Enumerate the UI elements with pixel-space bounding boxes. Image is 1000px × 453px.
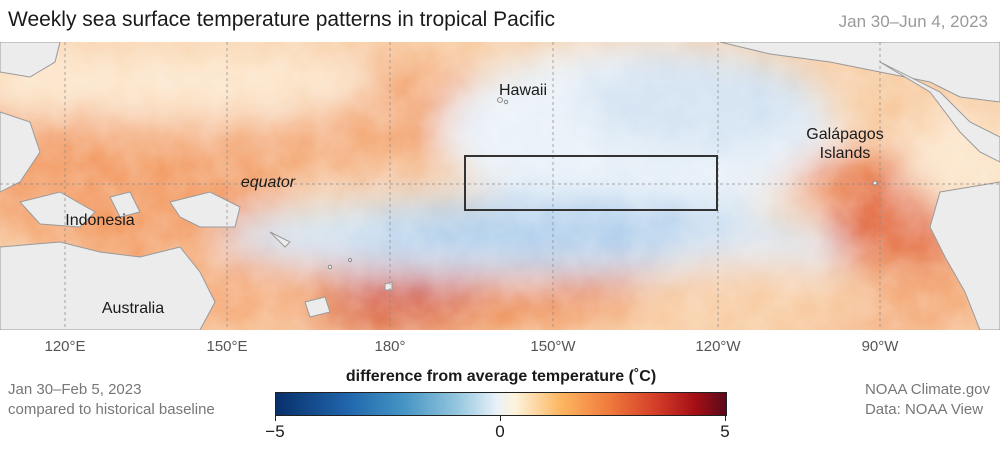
southeast-asia-land (0, 111, 41, 193)
indonesia-label: Indonesia (65, 212, 134, 229)
longitude-label: 90°W (861, 338, 899, 355)
borneo-land (19, 191, 96, 228)
legend-max-label: 5 (720, 422, 730, 441)
longitude-label: 120°W (695, 338, 741, 355)
legend-tick-max (725, 415, 726, 421)
source-label: Data: NOAA View (864, 401, 984, 418)
period-label: Jan 30–Feb 5, 2023 (8, 381, 142, 398)
australia-land (0, 241, 216, 330)
longitude-label: 180° (374, 338, 406, 355)
south-america-land (929, 181, 1000, 330)
legend-tick-mid (500, 415, 501, 421)
equator-label: equator (241, 174, 296, 191)
baseline-label: compared to historical baseline (8, 401, 215, 418)
longitude-label: 150°E (206, 338, 248, 355)
longitude-label: 150°W (530, 338, 576, 355)
period-note: Jan 30–Feb 5, 2023 compared to historica… (8, 380, 215, 420)
longitude-axis: 120°E 150°E 180° 150°W 120°W 90°W (0, 338, 1000, 360)
sulawesi-land (109, 191, 141, 218)
legend-min-label: −5 (265, 422, 285, 441)
land-masses (0, 42, 1000, 330)
legend-title: difference from average temperature (˚C) (345, 368, 657, 385)
galapagos-label-line2: Islands (820, 145, 871, 162)
legend-tick-min (275, 415, 276, 421)
hawaii-islands (497, 97, 503, 103)
galapagos-label-line1: Galápagos (806, 126, 883, 143)
date-range: Jan 30–Jun 4, 2023 (838, 12, 988, 31)
page-title: Weekly sea surface temperature patterns … (8, 8, 556, 31)
sst-anomaly-map: Hawaii Galápagos Islands equator Indones… (0, 42, 1000, 330)
hawaii-label: Hawaii (499, 82, 547, 99)
asia-land (0, 42, 61, 78)
islands (327, 97, 878, 270)
new-zealand-land (304, 296, 331, 318)
credit-label: NOAA Climate.gov (864, 381, 990, 398)
legend-mid-label: 0 (495, 422, 505, 441)
central-america-land (879, 61, 1000, 163)
nino34-region-box (464, 155, 718, 211)
fiji-land (384, 281, 393, 291)
solomon-islands-land (269, 231, 291, 248)
north-america-land (719, 42, 1000, 103)
new-guinea-land (169, 191, 241, 228)
credits: NOAA Climate.gov Data: NOAA View (865, 380, 990, 420)
australia-label: Australia (102, 300, 164, 317)
longitude-label: 120°E (44, 338, 86, 355)
color-scale-bar (275, 392, 727, 416)
